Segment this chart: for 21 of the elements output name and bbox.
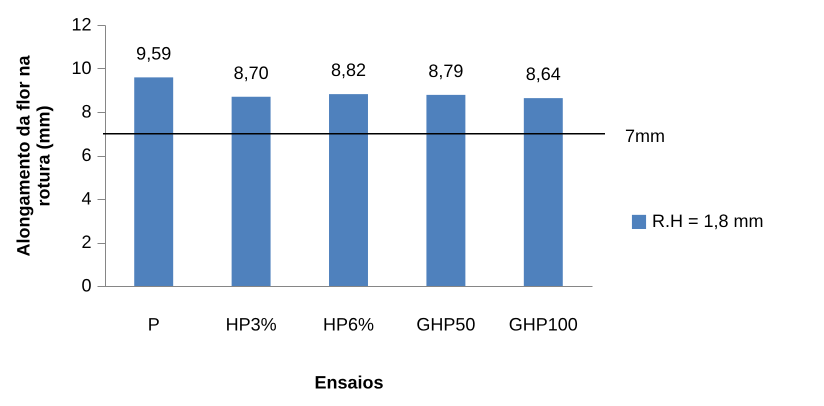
- y-tick-label: 10: [71, 58, 92, 78]
- x-tick-label: GHP100: [508, 314, 578, 334]
- y-tick-label: 8: [81, 102, 92, 122]
- y-tick-label: 6: [81, 145, 92, 165]
- x-tick-label: HP6%: [322, 314, 374, 334]
- y-tick-label: 4: [81, 188, 92, 208]
- x-tick-label: P: [148, 314, 160, 334]
- x-tick-label: GHP50: [416, 314, 476, 334]
- y-tick-label: 0: [81, 276, 92, 296]
- y-axis-title: Alongamento da flor na rotura (mm): [13, 54, 54, 257]
- data-label: 8,64: [526, 64, 561, 84]
- data-label: 9,59: [136, 43, 172, 64]
- data-label: 8,82: [330, 60, 366, 80]
- data-label: 8,70: [234, 62, 269, 83]
- data-label: 8,79: [428, 60, 464, 81]
- x-tick-label: HP3%: [226, 314, 277, 334]
- legend-label: R.H = 1,8 mm: [652, 210, 764, 231]
- y-tick-label: 12: [71, 14, 92, 34]
- y-tick-label: 2: [81, 232, 92, 252]
- ref-line-label: 7mm: [625, 126, 665, 146]
- x-axis-title: Ensaios: [314, 372, 384, 392]
